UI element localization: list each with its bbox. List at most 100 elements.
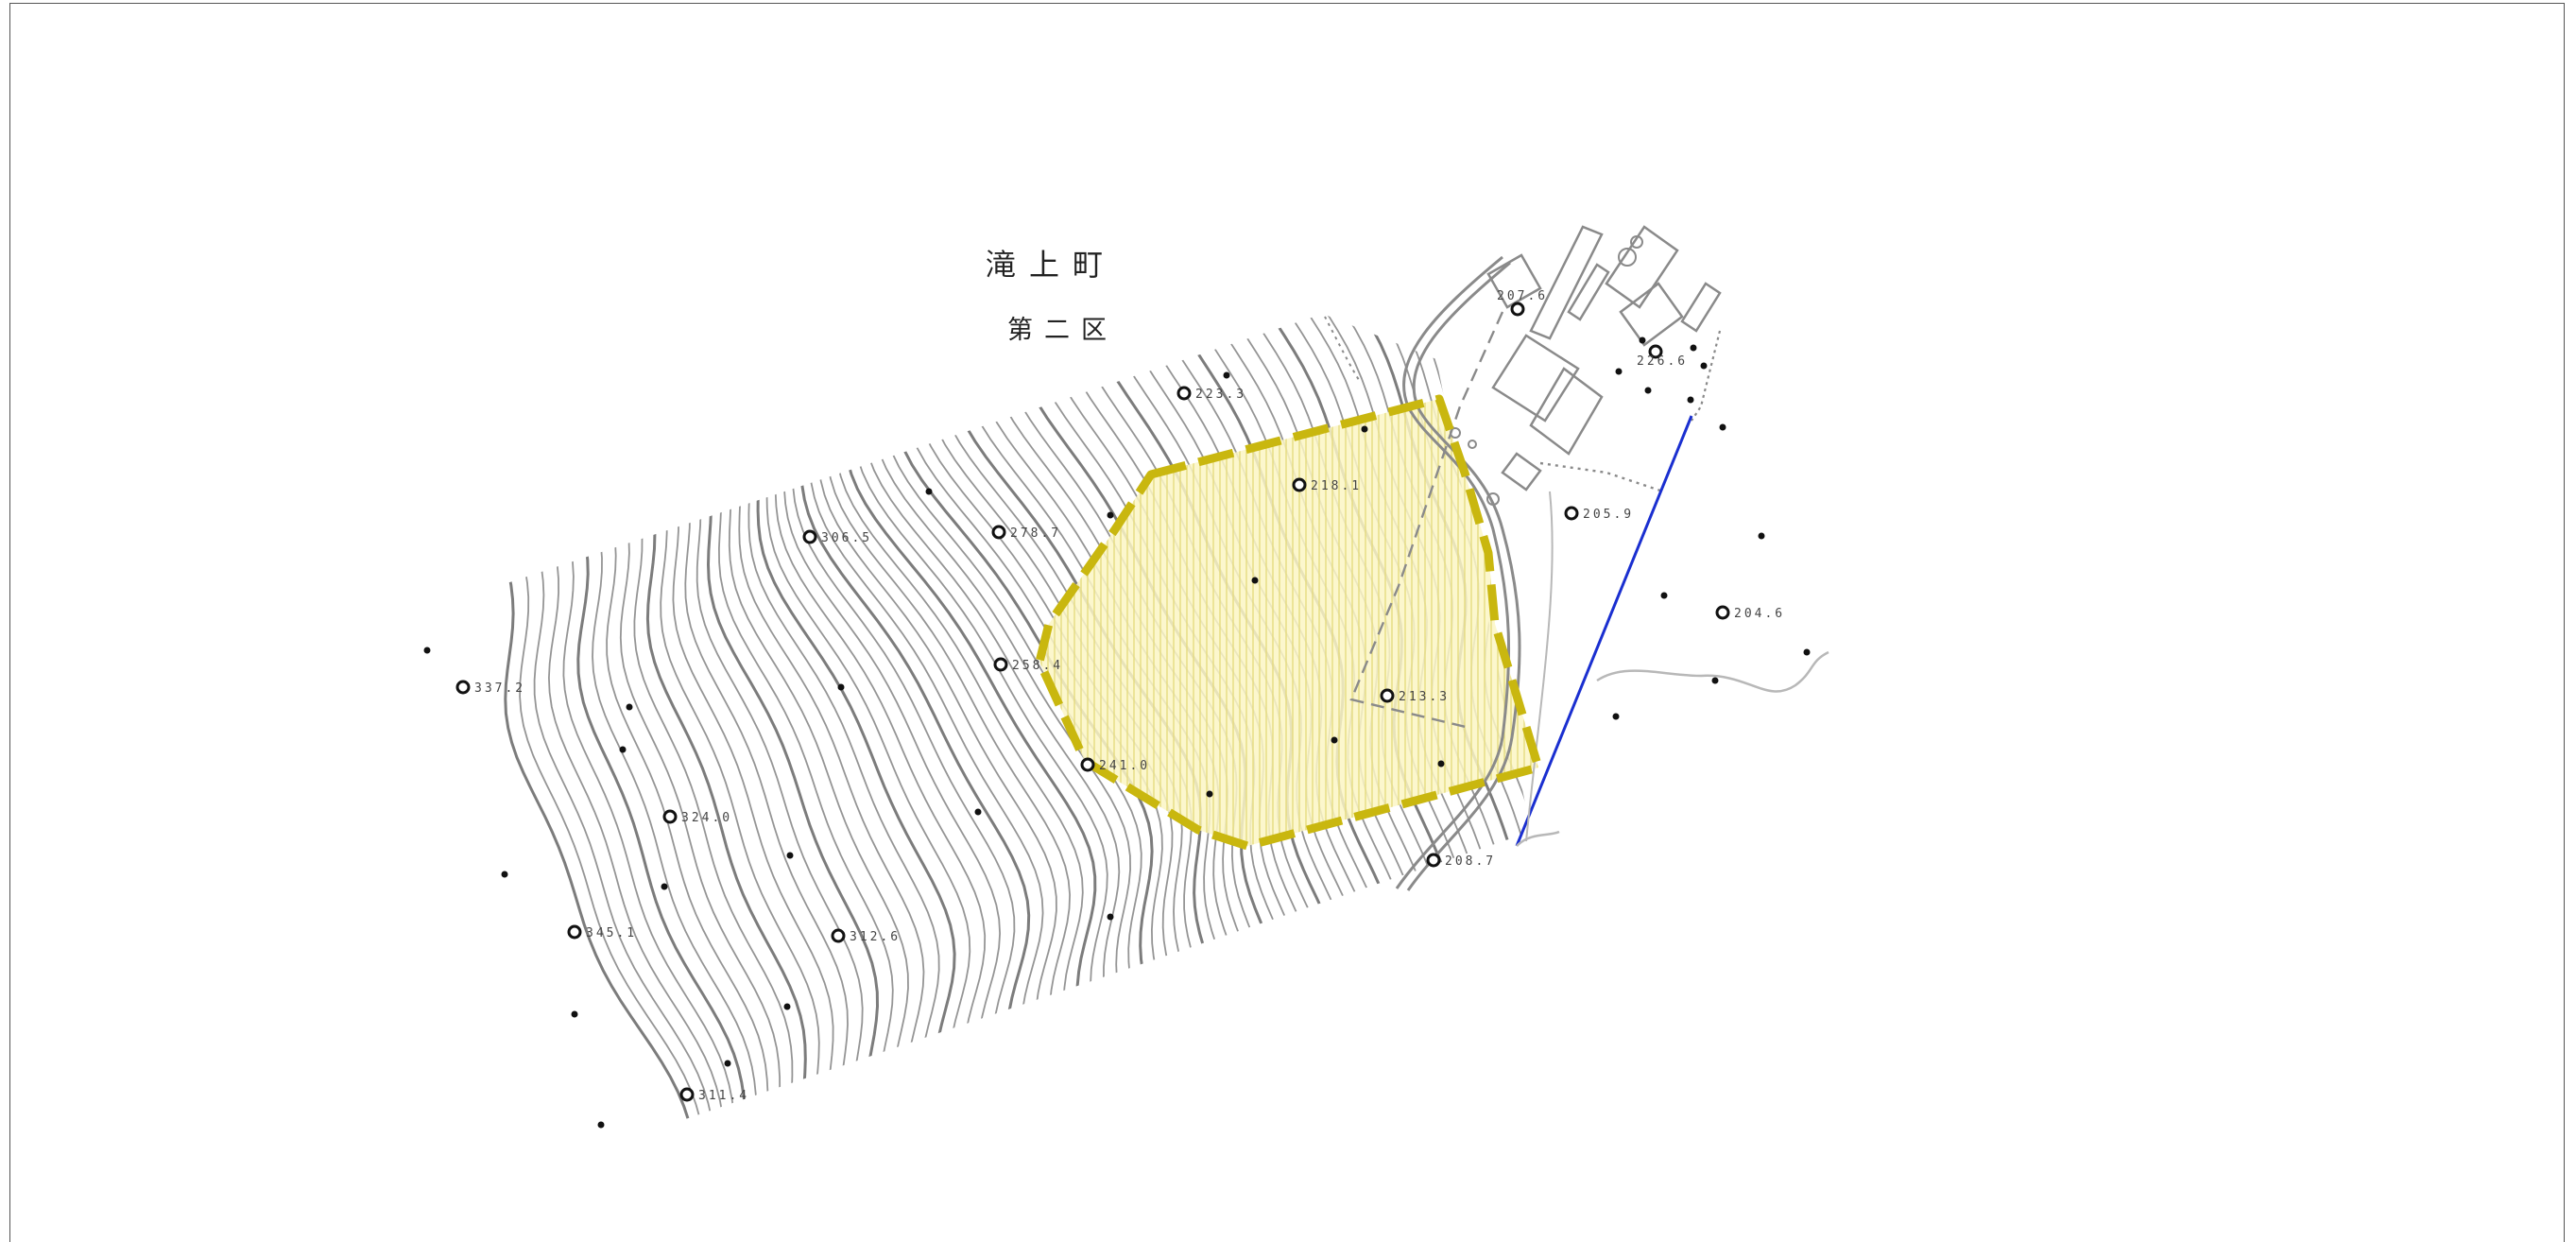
elevation-label: 226.6 — [1637, 354, 1688, 369]
spot-height-dot — [1803, 648, 1811, 656]
district-name-label: 第二区 — [1007, 316, 1118, 345]
building-outline — [1529, 225, 1604, 340]
map-frame — [9, 3, 2565, 1242]
spot-height-dot — [619, 746, 627, 753]
elevation-marker — [1510, 302, 1525, 317]
building-outline — [1680, 282, 1722, 333]
elevation-marker — [1426, 853, 1441, 868]
elevation-label: 208.7 — [1445, 854, 1496, 869]
contour-line — [639, 314, 880, 1160]
spot-height-dot — [501, 871, 508, 878]
buildings-and-roads — [423, 225, 1829, 1129]
spot-height-dot — [1711, 677, 1719, 684]
elevation-marker — [1648, 344, 1663, 359]
spot-height-dot — [925, 488, 933, 495]
dotted-boundary — [1539, 461, 1664, 493]
tank-circle — [1630, 235, 1643, 249]
elevation-marker — [1564, 506, 1579, 521]
tank-circle — [1486, 492, 1500, 506]
elevation-label: 223.3 — [1195, 388, 1246, 402]
spot-height-dot — [597, 1121, 605, 1129]
spot-height-dot — [1700, 362, 1708, 370]
spot-height-dot — [1758, 532, 1765, 540]
spot-height-dot — [1687, 396, 1694, 404]
spot-height-dot — [1331, 736, 1338, 744]
contour-line — [733, 314, 1002, 1141]
spot-height-dot — [1206, 790, 1213, 798]
town-name-label: 滝上町 — [986, 247, 1117, 283]
elevation-marker — [802, 529, 817, 544]
tank-circle — [1450, 427, 1461, 439]
spot-height-dot — [1107, 511, 1114, 519]
stream-line — [1525, 491, 1554, 842]
spot-height-dot — [1644, 387, 1652, 394]
spot-height-dot — [1615, 368, 1623, 375]
contour-line — [502, 314, 757, 1163]
spot-height-dot — [724, 1060, 731, 1067]
parcel-boundary — [1349, 311, 1504, 730]
spot-height-dot — [837, 683, 845, 691]
elevation-label: 218.1 — [1311, 479, 1362, 493]
elevation-label: 213.3 — [1399, 690, 1450, 704]
building-outline — [1486, 253, 1542, 309]
spot-height-dot — [1612, 713, 1620, 720]
spot-height-dot — [571, 1010, 578, 1018]
building-outline — [1619, 282, 1684, 347]
elevation-points: 207.6 226.6 223.3 218.1 205.9 306.5 278.7 204.6… — [455, 289, 1785, 1103]
elevation-label: 278.7 — [1010, 526, 1061, 541]
elevation-marker — [1715, 605, 1730, 620]
spot-height-dot — [783, 1003, 791, 1010]
spot-height-dot — [626, 703, 633, 711]
elevation-marker — [679, 1087, 695, 1102]
elevation-label: 312.6 — [850, 930, 901, 944]
spot-height-dot — [661, 883, 668, 890]
spot-height-dot — [423, 647, 431, 654]
elevation-label: 306.5 — [821, 531, 872, 545]
spot-height-dot — [1107, 913, 1114, 921]
spot-height-dot — [974, 808, 982, 816]
designated-area-border — [1035, 394, 1543, 851]
elevation-marker — [567, 924, 582, 940]
elevation-marker — [1292, 477, 1307, 492]
contour-line — [614, 314, 851, 1163]
building-outline — [1567, 263, 1610, 321]
elevation-marker — [991, 525, 1006, 540]
spot-height-dot — [1361, 425, 1368, 433]
elevation-marker — [662, 809, 678, 824]
elevation-marker — [993, 657, 1008, 672]
spot-height-dot — [1690, 344, 1697, 352]
spot-height-dot — [786, 852, 794, 859]
spot-height-dot — [1251, 577, 1259, 584]
elevation-label: 204.6 — [1734, 607, 1785, 621]
spot-height-dot — [1223, 371, 1230, 379]
elevation-label: 241.0 — [1099, 759, 1150, 773]
elevation-marker — [1176, 386, 1192, 401]
tank-circle — [1618, 248, 1637, 267]
road-edge-right — [1406, 261, 1521, 891]
building-outline — [1529, 367, 1604, 456]
contour-line — [456, 314, 725, 1163]
spot-height-dot — [1719, 423, 1726, 431]
elevation-marker — [1080, 757, 1095, 772]
contour-line — [532, 314, 779, 1163]
elevation-label: 311.4 — [698, 1089, 749, 1103]
contour-line — [560, 314, 802, 1163]
spot-height-dot — [1437, 760, 1445, 768]
spot-height-dot — [1660, 592, 1668, 599]
elevation-label: 345.1 — [586, 926, 637, 940]
contour-line — [517, 314, 767, 1163]
building-outline — [1491, 334, 1580, 423]
contour-line — [793, 314, 1072, 1130]
elevation-marker — [1380, 688, 1395, 703]
contour-line — [440, 314, 714, 1163]
elevation-label: 337.2 — [474, 681, 525, 696]
elevation-label: 207.6 — [1497, 289, 1548, 303]
elevation-label: 205.9 — [1583, 508, 1634, 522]
elevation-marker — [455, 680, 471, 695]
dotted-path — [1324, 316, 1362, 384]
spot-height-dot — [1639, 336, 1646, 344]
boundary-line-blue — [1515, 415, 1693, 847]
stream-line — [1516, 650, 1829, 847]
contour-line — [781, 314, 1057, 1132]
